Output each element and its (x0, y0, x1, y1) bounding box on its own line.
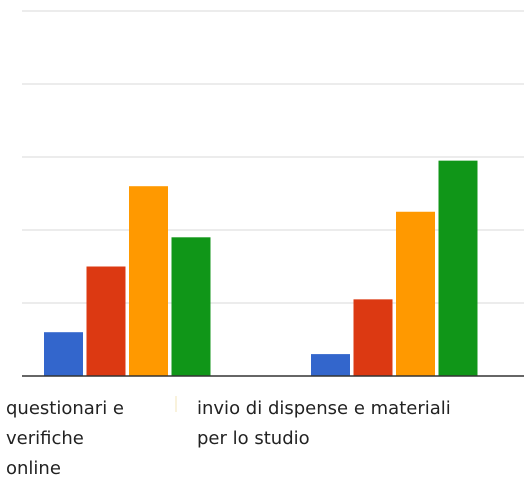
bar-series-4-category-1 (171, 237, 211, 376)
category-label-questionari: questionari e verifiche online (6, 394, 124, 484)
category-label-line: online (6, 458, 61, 479)
bars (44, 160, 478, 376)
bar-series-4-category-2 (438, 160, 478, 376)
bar-series-3-category-1 (129, 186, 168, 376)
bar-series-1-category-1 (44, 332, 83, 376)
category-label-line: verifiche (6, 428, 84, 449)
bar-series-3-category-2 (396, 211, 435, 376)
category-label-line: questionari e (6, 398, 124, 419)
category-label-line: invio di dispense e materiali (197, 398, 451, 419)
bar-series-2-category-2 (353, 299, 393, 376)
category-label-invio: invio di dispense e materiali per lo stu… (197, 394, 451, 454)
bar-series-1-category-2 (311, 354, 350, 376)
category-label-line: per lo studio (197, 428, 310, 449)
bar-series-2-category-1 (86, 266, 126, 376)
